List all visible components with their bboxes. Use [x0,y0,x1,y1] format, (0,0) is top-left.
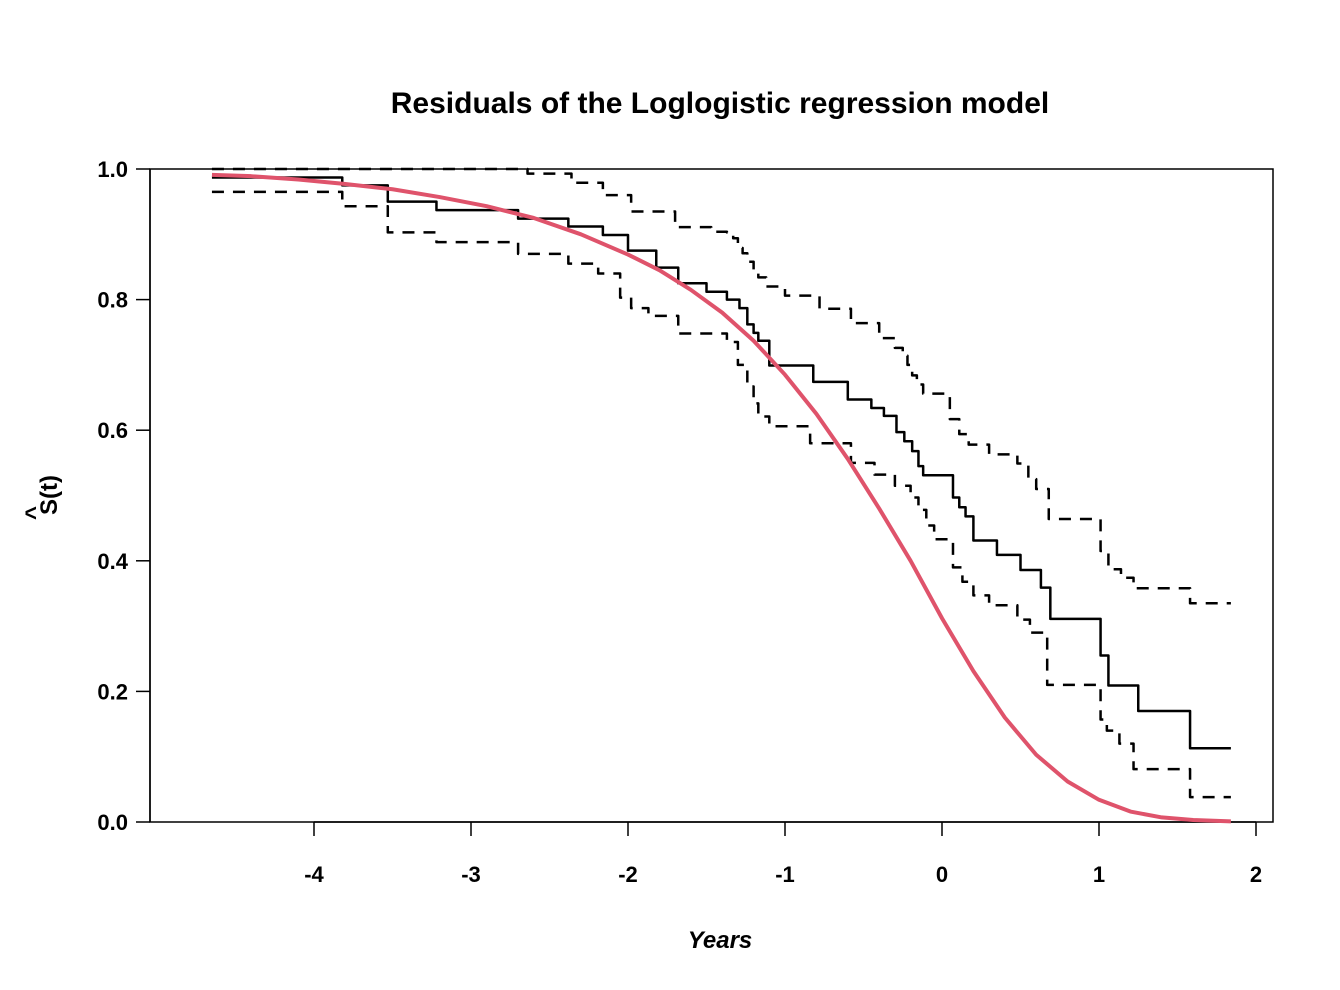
x-tick-label: -4 [304,862,324,887]
y-tick-label: 0.0 [97,810,128,835]
x-tick-label: -1 [775,862,795,887]
x-tick-label: 0 [936,862,948,887]
x-axis: -4 -3 -2 -1 0 1 2 [304,821,1262,887]
x-tick-label: 2 [1250,862,1262,887]
upper-ci-line [211,167,1231,605]
x-axis-label: Years [688,927,753,954]
series-layer [211,167,1231,824]
y-axis: 0.0 0.2 0.4 0.6 0.8 1.0 [97,157,151,835]
y-tick-label: 0.4 [97,549,128,574]
x-tick-label: -3 [461,862,481,887]
y-axis-label: S(t) [36,475,63,515]
x-tick-label: -2 [618,862,638,887]
y-tick-label: 0.8 [97,288,128,313]
y-tick-label: 0.2 [97,679,128,704]
y-axis-label-hat: ^ [21,506,48,520]
y-axis-label-group: S(t) ^ [21,475,63,520]
x-tick-label: 1 [1093,862,1105,887]
chart-title: Residuals of the Loglogistic regression … [391,87,1049,120]
lower-ci-line [211,190,1231,799]
loglogistic-fit-line [211,172,1231,824]
y-tick-label: 1.0 [97,157,128,182]
y-tick-label: 0.6 [97,418,128,443]
plot-frame [149,168,1274,823]
km-estimate-line [211,176,1231,750]
